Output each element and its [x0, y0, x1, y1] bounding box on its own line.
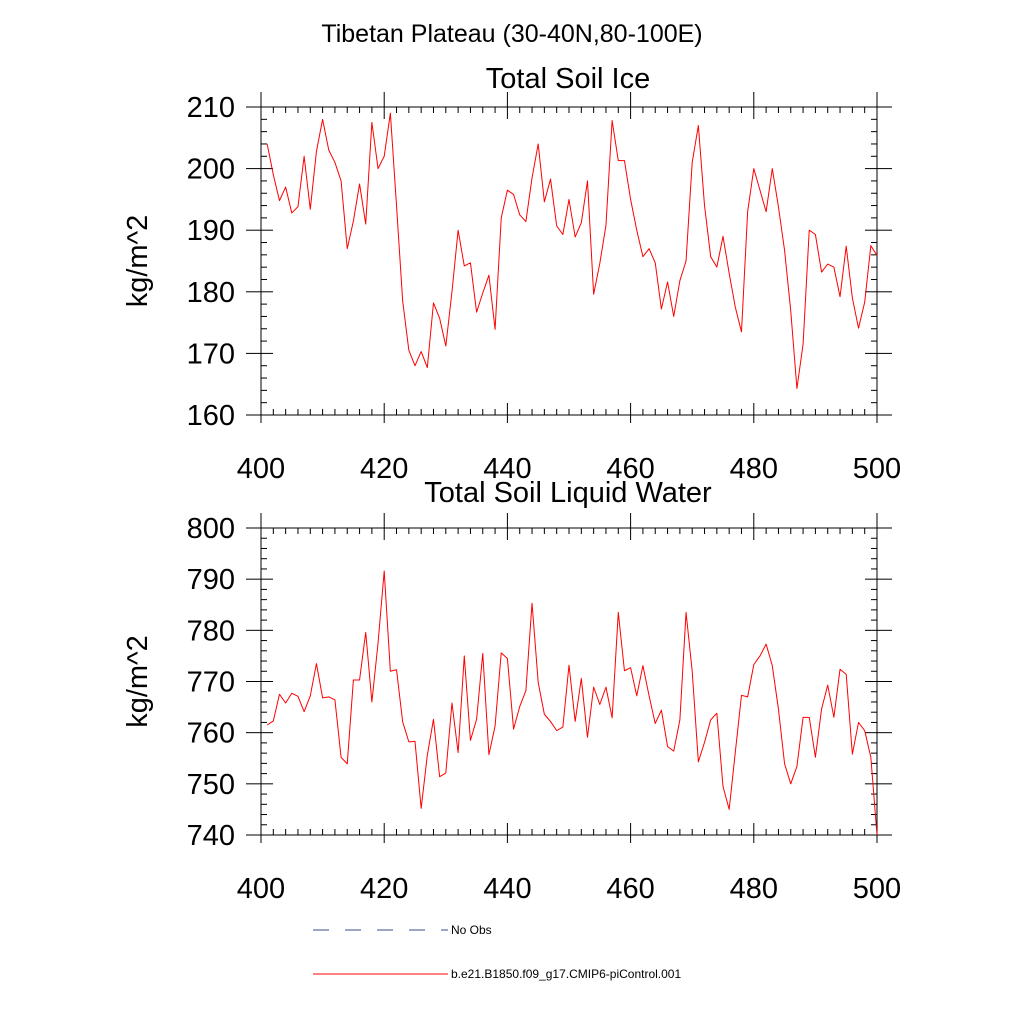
y-axis-label-soil-liquid-water: kg/m^2: [122, 635, 154, 728]
y-tick-label-soil-ice: 190: [187, 215, 235, 247]
legend-label-no-obs: No Obs: [451, 923, 492, 937]
legend-entry-model: b.e21.B1850.f09_g17.CMIP6-piControl.001: [313, 967, 681, 981]
x-tick-label-soil-ice: 440: [483, 453, 531, 485]
y-tick-label-soil-liquid-water: 770: [187, 667, 235, 699]
series-line-soil-liquid-water: [266, 570, 878, 836]
panel-soil-liquid-water: Total Soil Liquid Water 400 420 440 460 480 5…: [122, 477, 901, 905]
x-tick-label-soil-liquid-water: 500: [853, 873, 901, 905]
y-tick-label-soil-liquid-water: 760: [187, 718, 235, 750]
legend-entry-no-obs: No Obs: [313, 923, 492, 937]
panel-soil-ice: Total Soil Ice 400 420 440 460 480 500 160 170 1…: [122, 63, 901, 485]
y-tick-label-soil-ice: 210: [187, 92, 235, 124]
x-tick-label-soil-ice: 420: [360, 453, 408, 485]
x-tick-label-soil-ice: 500: [853, 453, 901, 485]
y-tick-label-soil-ice: 200: [187, 154, 235, 186]
plot-area-soil-liquid-water: 400 420 440 460 480 500 740 750 760 770 780 790 800 k…: [122, 513, 901, 905]
y-tick-label-soil-liquid-water: 780: [187, 615, 235, 647]
x-tick-label-soil-liquid-water: 420: [360, 873, 408, 905]
x-tick-label-soil-ice: 400: [237, 453, 285, 485]
y-tick-label-soil-ice: 170: [187, 338, 235, 370]
legend: No Obs b.e21.B1850.f09_g17.CMIP6-piContr…: [313, 923, 681, 981]
panel-soil-ice-title: Total Soil Ice: [486, 63, 650, 95]
y-tick-label-soil-liquid-water: 790: [187, 564, 235, 596]
x-tick-label-soil-liquid-water: 460: [606, 873, 654, 905]
panel-soil-liquid-water-title: Total Soil Liquid Water: [424, 477, 712, 509]
y-tick-label-soil-liquid-water: 750: [187, 769, 235, 801]
legend-label-model: b.e21.B1850.f09_g17.CMIP6-piControl.001: [451, 967, 681, 981]
plot-frame-soil-ice: [260, 106, 878, 416]
x-tick-label-soil-liquid-water: 400: [237, 873, 285, 905]
x-tick-label-soil-ice: 480: [730, 453, 778, 485]
figure-title: Tibetan Plateau (30-40N,80-100E): [321, 20, 702, 48]
x-tick-label-soil-liquid-water: 440: [483, 873, 531, 905]
y-tick-label-soil-liquid-water: 740: [187, 820, 235, 852]
y-axis-label-soil-ice: kg/m^2: [122, 215, 154, 308]
y-tick-label-soil-liquid-water: 800: [187, 513, 235, 545]
x-tick-label-soil-ice: 460: [606, 453, 654, 485]
x-tick-label-soil-liquid-water: 480: [730, 873, 778, 905]
series-line-soil-ice: [266, 112, 878, 390]
y-tick-label-soil-ice: 180: [187, 277, 235, 309]
plot-area-soil-ice: 400 420 440 460 480 500 160 170 180 190 200 210 kg/m…: [122, 92, 901, 485]
y-tick-label-soil-ice: 160: [187, 400, 235, 432]
